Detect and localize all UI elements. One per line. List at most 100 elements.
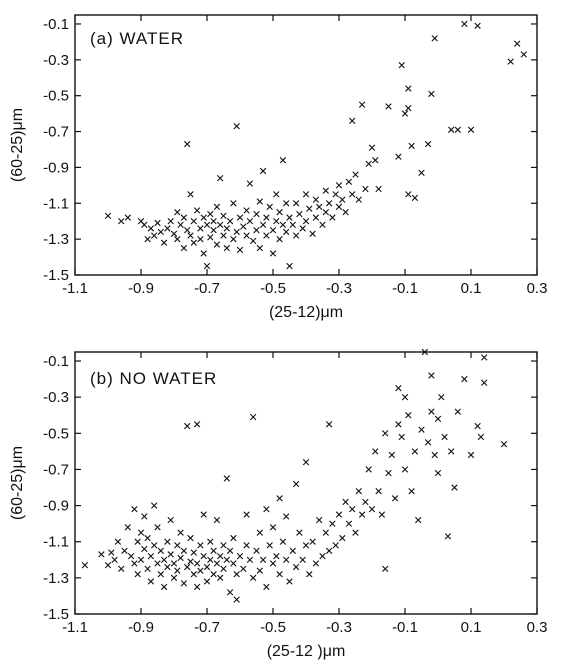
data-point-b	[134, 538, 141, 545]
data-point-b	[193, 421, 201, 428]
x-axis-title-b: (25-12 )μm	[267, 643, 346, 660]
data-point-a	[428, 90, 435, 98]
data-point-b	[223, 556, 230, 563]
data-point-a	[269, 226, 277, 234]
data-point-a	[507, 58, 514, 65]
x-tick-label-b: 0.1	[461, 619, 482, 636]
data-point-b	[164, 563, 171, 571]
data-point-b	[233, 596, 240, 603]
data-point-b	[329, 520, 336, 527]
data-point-a	[157, 228, 164, 236]
plot-frame-a	[74, 14, 538, 276]
data-point-b	[154, 524, 161, 531]
data-point-a	[187, 232, 194, 239]
y-tick-label-b: -1.1	[43, 534, 69, 551]
data-point-b	[200, 511, 207, 518]
data-point-a	[296, 210, 303, 218]
y-tick-label-a: -0.3	[43, 52, 69, 69]
data-point-b	[405, 412, 412, 419]
data-point-b	[160, 583, 168, 591]
data-point-a	[292, 232, 300, 239]
y-axis-a: -1.5 -1.3 -1.1 -0.9 -0.7 -0.5 -0.3 -0.1	[43, 16, 537, 284]
data-point-b	[325, 547, 333, 554]
data-point-a	[220, 232, 227, 239]
data-point-b	[296, 529, 303, 536]
data-point-b	[167, 516, 174, 524]
data-point-b	[141, 513, 148, 520]
data-point-a	[411, 194, 419, 202]
data-point-a	[283, 200, 290, 207]
x-tick-label-a: 0.3	[527, 280, 548, 297]
data-point-b	[147, 552, 155, 560]
data-point-a	[461, 20, 468, 28]
data-point-b	[467, 451, 475, 459]
data-point-b	[421, 348, 428, 356]
data-point-b	[322, 529, 329, 536]
data-point-a	[306, 205, 313, 212]
data-point-b	[174, 542, 181, 549]
data-point-a	[431, 35, 438, 42]
y-tick-label-b: -0.7	[43, 461, 69, 478]
data-point-b	[401, 393, 409, 401]
data-point-a	[302, 218, 310, 225]
data-point-b	[372, 448, 379, 455]
data-point-b	[144, 534, 151, 542]
x-tick-label-b: -0.5	[260, 619, 286, 636]
data-point-b	[220, 565, 227, 573]
data-point-a	[200, 214, 207, 221]
data-point-b	[276, 495, 283, 502]
data-point-b	[104, 562, 112, 569]
data-point-b	[160, 556, 168, 563]
data-point-b	[316, 516, 323, 524]
data-point-a	[448, 126, 455, 133]
data-point-b	[349, 506, 356, 513]
data-point-b	[118, 565, 125, 573]
data-point-b	[233, 571, 240, 578]
data-point-b	[190, 549, 197, 556]
data-point-b	[273, 552, 280, 560]
data-point-a	[358, 101, 366, 108]
data-point-b	[127, 552, 135, 560]
panel-label-a: (a) WATER	[90, 29, 184, 48]
data-point-a	[144, 235, 151, 243]
data-point-a	[405, 191, 412, 198]
data-point-a	[200, 250, 207, 257]
data-point-a	[352, 171, 359, 178]
data-point-b	[286, 578, 293, 585]
data-point-a	[322, 187, 329, 194]
data-point-a	[207, 210, 214, 218]
data-point-a	[253, 226, 260, 234]
data-point-a	[273, 218, 280, 225]
x-axis-b: -1.1 -0.9 -0.7 -0.5 -0.3 -0.1 0.1 0.3	[62, 352, 547, 636]
data-point-b	[226, 547, 234, 554]
data-point-b	[154, 560, 161, 567]
data-point-b	[388, 451, 395, 459]
data-point-b	[108, 549, 115, 556]
data-point-b	[382, 430, 389, 437]
data-point-a	[335, 203, 343, 211]
data-point-b	[147, 578, 155, 585]
data-point-a	[154, 219, 161, 227]
data-point-a	[372, 157, 379, 164]
data-point-a	[193, 207, 201, 214]
panel-b-no-water: (b) NO WATER -1.1 -0.9 -0.7 -0.5 -0.3 -0.1 0.1…	[9, 348, 547, 660]
data-point-a	[170, 230, 178, 237]
x-tick-label-b: -0.3	[326, 619, 352, 636]
data-point-a	[184, 140, 191, 148]
data-point-a	[345, 178, 353, 185]
data-point-b	[332, 542, 339, 549]
data-point-b	[428, 408, 435, 415]
data-point-a	[190, 239, 197, 246]
data-point-a	[467, 126, 475, 133]
data-point-a	[151, 232, 158, 239]
data-point-a	[164, 225, 171, 232]
y-tick-label-a: -0.9	[43, 159, 69, 176]
data-point-b	[444, 533, 452, 540]
y-tick-label-b: -1.5	[43, 606, 69, 623]
data-point-b	[365, 466, 372, 473]
data-point-b	[306, 571, 313, 578]
data-point-b	[276, 571, 283, 578]
data-point-b	[461, 375, 468, 383]
data-point-a	[355, 196, 362, 203]
data-point-b	[134, 571, 141, 578]
